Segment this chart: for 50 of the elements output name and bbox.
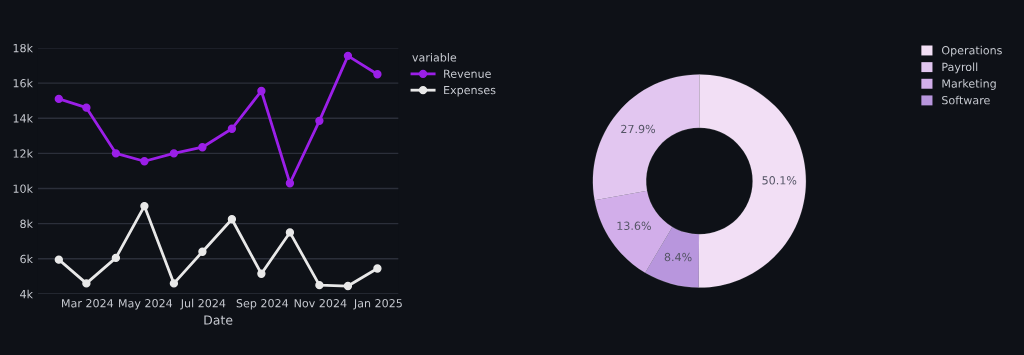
y-tick-label: 6k — [20, 254, 33, 264]
legend-label: Payroll — [942, 62, 978, 74]
point — [169, 279, 179, 288]
data-label: 50.1% — [762, 176, 797, 185]
point — [227, 215, 237, 224]
legend-title: variable — [412, 53, 457, 62]
point — [373, 70, 382, 79]
point — [198, 247, 207, 256]
legend-label: Marketing — [942, 79, 996, 90]
point — [140, 157, 149, 166]
legend-label: Revenue — [444, 69, 491, 78]
point — [285, 228, 295, 237]
legend-label: Software — [942, 95, 990, 105]
x-tick-label: Jul 2024 — [180, 298, 226, 310]
point — [54, 94, 63, 104]
point — [111, 149, 121, 158]
x-tick-label: Mar 2024 — [62, 299, 114, 308]
point — [169, 149, 179, 158]
x-tick-label: Jan 2025 — [353, 299, 402, 310]
point — [343, 281, 353, 291]
data-label: 27.9% — [621, 124, 656, 134]
point — [227, 124, 237, 133]
point — [82, 279, 91, 288]
point — [315, 280, 324, 290]
y-tick-label: 10k — [13, 184, 33, 193]
point — [111, 253, 121, 263]
point — [315, 116, 324, 126]
point — [343, 51, 353, 60]
y-tick-label: 14k — [13, 113, 33, 123]
y-tick-label: 4k — [20, 289, 33, 299]
legend-label: Expenses — [444, 85, 496, 97]
x-tick-label: Sep 2024 — [236, 299, 289, 310]
y-tick-label: 16k — [13, 78, 33, 88]
point — [82, 103, 91, 112]
point — [140, 201, 149, 211]
point — [257, 86, 266, 96]
data-label: 13.6% — [617, 221, 651, 230]
y-tick-label: 12k — [13, 149, 33, 158]
y-tick-label: 8k — [20, 219, 33, 229]
point — [54, 255, 63, 264]
point — [198, 143, 207, 152]
x-tick-label: Nov 2024 — [294, 299, 347, 308]
x-axis-title: Date — [204, 315, 233, 325]
legend-label: Operations — [941, 45, 1002, 57]
point — [257, 269, 266, 278]
data-label: 8.4% — [664, 252, 692, 262]
x-tick-label: May 2024 — [119, 299, 173, 310]
point — [285, 179, 295, 188]
point — [373, 264, 382, 273]
y-tick-label: 18k — [13, 43, 33, 53]
